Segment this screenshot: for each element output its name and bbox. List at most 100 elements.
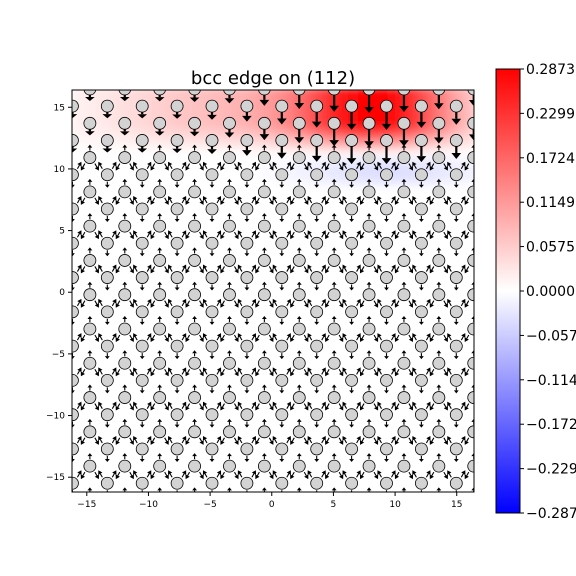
- displacement-arrow: [220, 368, 225, 377]
- displacement-arrow: [359, 163, 365, 171]
- arrow-head: [87, 178, 93, 182]
- arrow-head: [164, 440, 169, 445]
- heat-cell: [219, 93, 231, 101]
- heat-cell: [466, 99, 474, 108]
- displacement-arrow: [174, 284, 180, 291]
- arrow-shaft: [146, 439, 150, 444]
- heat-cell: [427, 124, 439, 132]
- displacement-arrow: [453, 455, 459, 462]
- arrow-head: [304, 165, 309, 171]
- atom: [380, 408, 393, 422]
- heat-cell: [239, 112, 251, 120]
- arrow-head: [436, 487, 442, 491]
- displacement-arrow: [251, 367, 257, 375]
- displacement-arrow: [401, 178, 407, 185]
- heat-cell: [170, 124, 182, 132]
- arrow-head: [296, 213, 302, 217]
- arrow-shaft: [82, 334, 86, 339]
- arrow-head: [164, 302, 169, 308]
- arrow-head: [408, 337, 414, 342]
- atom: [257, 185, 271, 199]
- atom: [189, 494, 201, 506]
- displacement-arrow: [272, 195, 278, 204]
- atom: [223, 459, 236, 473]
- arrow-head: [436, 213, 442, 217]
- arrow-head: [366, 350, 372, 354]
- displacement-arrow: [268, 334, 274, 342]
- heat-cell: [466, 93, 474, 101]
- displacement-arrow: [87, 144, 93, 151]
- arrow-shaft: [321, 267, 325, 272]
- heat-cell: [259, 161, 271, 169]
- arrow-shaft: [129, 368, 133, 374]
- arrow-shaft: [338, 231, 342, 236]
- arrow-shaft: [82, 368, 86, 374]
- arrow-head: [453, 253, 459, 257]
- displacement-arrow: [391, 264, 396, 272]
- atom: [257, 425, 271, 439]
- arrow-head: [154, 97, 165, 102]
- atom: [310, 476, 324, 490]
- arrow-shaft: [256, 403, 260, 408]
- arrow-shaft: [338, 403, 342, 408]
- arrow-head: [269, 268, 274, 274]
- atom: [275, 476, 289, 490]
- arrow-head: [286, 367, 291, 373]
- arrow-shaft: [460, 370, 464, 375]
- arrow-shaft: [134, 336, 138, 341]
- arrow-shaft: [379, 233, 382, 238]
- arrow-shaft: [303, 471, 307, 476]
- atom: [292, 288, 306, 302]
- displacement-arrow: [227, 144, 232, 151]
- displacement-arrow: [418, 215, 424, 222]
- arrow-head: [453, 356, 459, 360]
- arrow-shaft: [216, 267, 220, 272]
- arrow-head: [426, 298, 431, 304]
- displacement-arrow: [251, 264, 257, 272]
- atom: [327, 185, 341, 199]
- arrow-shaft: [479, 438, 481, 442]
- atom: [449, 202, 463, 216]
- arrow-shaft: [233, 300, 237, 305]
- heat-cell: [72, 143, 83, 151]
- heat-cell: [259, 167, 271, 175]
- arrow-head: [242, 150, 252, 156]
- heat-cell: [160, 99, 172, 108]
- arrow-shaft: [204, 336, 208, 341]
- arrow-head: [447, 264, 452, 270]
- arrow-head: [364, 141, 374, 148]
- displacement-arrow: [460, 195, 466, 204]
- arrow-head: [339, 234, 344, 240]
- arrow-head: [174, 184, 180, 188]
- arrow-shaft: [408, 437, 412, 442]
- arrow-shaft: [274, 336, 278, 341]
- arrow-shaft: [373, 437, 377, 442]
- heat-cell: [358, 143, 369, 151]
- atom: [292, 391, 306, 404]
- displacement-arrow: [286, 161, 291, 169]
- displacement-arrow: [139, 387, 145, 394]
- displacement-arrow: [255, 506, 259, 513]
- heat-cell: [279, 149, 291, 157]
- arrow-head: [94, 234, 99, 240]
- displacement-arrow: [296, 281, 302, 288]
- arrow-head: [133, 195, 138, 201]
- arrow-head: [94, 165, 99, 171]
- displacement-arrow: [129, 368, 134, 377]
- arrow-shaft: [129, 163, 133, 168]
- arrow-head: [331, 247, 337, 251]
- heat-cell: [437, 173, 448, 182]
- arrow-shaft: [361, 368, 365, 374]
- heat-cell: [358, 99, 369, 108]
- arrow-shaft: [338, 266, 342, 271]
- arrow-shaft: [396, 403, 400, 408]
- atom: [118, 425, 132, 439]
- heat-cell: [377, 130, 389, 138]
- displacement-arrow: [115, 368, 121, 377]
- arrow-head: [412, 470, 417, 475]
- heat-cell: [318, 136, 330, 145]
- displacement-arrow: [436, 281, 442, 288]
- arrow-head: [251, 195, 257, 201]
- arrow-head: [261, 178, 267, 182]
- displacement-arrow: [290, 471, 295, 480]
